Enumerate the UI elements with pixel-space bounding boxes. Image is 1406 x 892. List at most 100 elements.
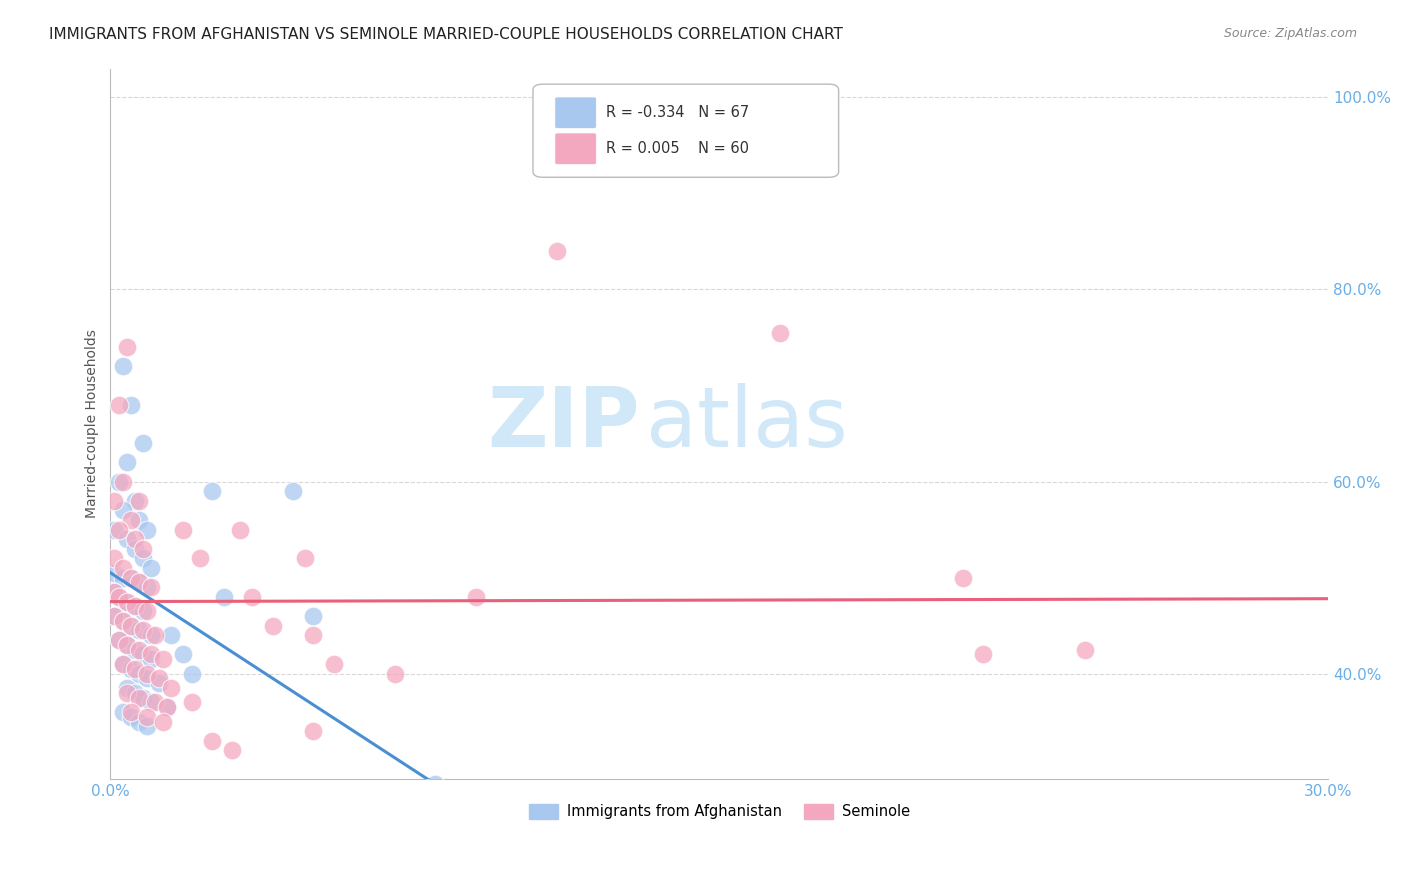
Point <box>1073 642 1095 657</box>
Text: atlas: atlas <box>647 384 848 465</box>
Text: R = 0.005    N = 60: R = 0.005 N = 60 <box>606 141 749 156</box>
Point <box>136 666 159 681</box>
FancyBboxPatch shape <box>533 84 838 178</box>
Point <box>124 532 146 546</box>
Point <box>302 609 325 624</box>
Point <box>107 632 129 647</box>
Point <box>160 628 183 642</box>
Point <box>111 657 134 671</box>
Point <box>201 484 224 499</box>
Point <box>111 475 134 489</box>
Point <box>103 566 125 580</box>
Point <box>464 590 486 604</box>
Point <box>229 523 252 537</box>
Point <box>546 244 568 258</box>
Point <box>124 599 146 614</box>
Point <box>180 666 202 681</box>
Point <box>302 628 325 642</box>
FancyBboxPatch shape <box>555 133 596 164</box>
Point <box>115 594 138 608</box>
Point <box>139 695 162 709</box>
Point <box>201 734 224 748</box>
Point <box>136 523 159 537</box>
Point <box>107 590 129 604</box>
Point <box>423 777 446 791</box>
Point <box>221 743 243 757</box>
Point <box>188 551 211 566</box>
Point <box>120 570 142 584</box>
Point <box>132 541 155 556</box>
Point <box>115 340 138 354</box>
Point <box>120 570 142 584</box>
Point <box>139 561 162 575</box>
Point <box>115 455 138 469</box>
Point <box>124 599 146 614</box>
Point <box>172 523 194 537</box>
Point <box>115 638 138 652</box>
Text: ZIP: ZIP <box>488 384 640 465</box>
Point <box>136 719 159 733</box>
Point <box>384 666 406 681</box>
Point <box>107 632 129 647</box>
Point <box>136 710 159 724</box>
Point <box>120 710 142 724</box>
Point <box>128 666 150 681</box>
Point <box>107 398 129 412</box>
Point <box>128 575 150 590</box>
Point <box>156 700 179 714</box>
Point <box>111 570 134 584</box>
Point <box>107 475 129 489</box>
Point <box>111 614 134 628</box>
Point <box>111 503 134 517</box>
Point <box>139 648 162 662</box>
Point <box>132 604 155 618</box>
Point <box>152 652 174 666</box>
Point <box>128 714 150 729</box>
Point <box>124 642 146 657</box>
Point <box>124 493 146 508</box>
Point <box>124 662 146 676</box>
Point <box>107 590 129 604</box>
Point <box>143 628 166 642</box>
Point <box>115 594 138 608</box>
Point <box>160 681 183 695</box>
Point <box>111 561 134 575</box>
Point <box>281 484 304 499</box>
Point <box>128 642 150 657</box>
Point <box>302 724 325 739</box>
Point <box>103 609 125 624</box>
Point <box>136 604 159 618</box>
Point <box>136 580 159 594</box>
Point <box>107 523 129 537</box>
Point <box>156 700 179 714</box>
Point <box>115 638 138 652</box>
Point <box>769 326 792 340</box>
Point <box>128 624 150 638</box>
Point <box>128 493 150 508</box>
Point <box>103 585 125 599</box>
Point <box>111 614 134 628</box>
Point <box>139 580 162 594</box>
Point <box>128 690 150 705</box>
Point <box>139 628 162 642</box>
Point <box>120 662 142 676</box>
Point <box>972 648 994 662</box>
Point <box>294 551 316 566</box>
Point <box>322 657 344 671</box>
Point <box>952 570 974 584</box>
Text: R = -0.334   N = 67: R = -0.334 N = 67 <box>606 105 749 120</box>
Point <box>111 359 134 374</box>
Point <box>103 493 125 508</box>
Point <box>180 695 202 709</box>
Point <box>111 657 134 671</box>
Point <box>172 648 194 662</box>
Point <box>103 523 125 537</box>
Point <box>262 618 284 632</box>
FancyBboxPatch shape <box>555 97 596 128</box>
Point <box>242 590 264 604</box>
Point <box>132 648 155 662</box>
Point <box>103 585 125 599</box>
Point <box>124 541 146 556</box>
Point <box>128 513 150 527</box>
Point <box>111 705 134 719</box>
